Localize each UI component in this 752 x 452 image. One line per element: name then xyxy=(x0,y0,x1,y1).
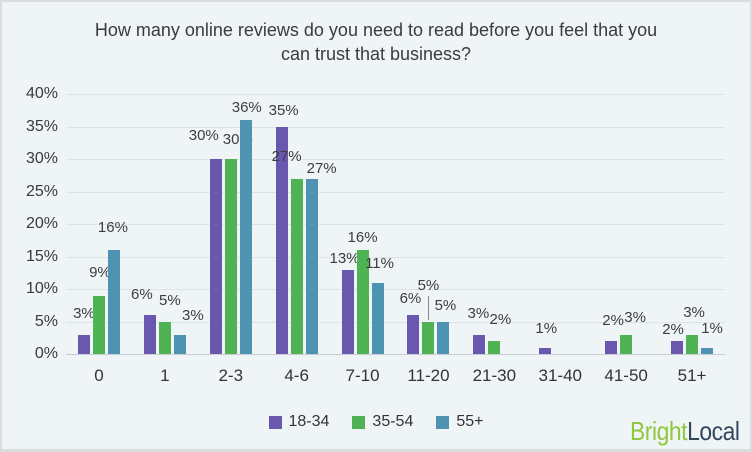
gridline xyxy=(66,256,725,258)
x-axis-category-label: 31-40 xyxy=(538,366,582,385)
bar xyxy=(407,315,420,354)
gridline xyxy=(66,321,725,323)
bar xyxy=(356,250,369,354)
bar xyxy=(686,334,699,354)
gridline xyxy=(66,159,725,160)
y-axis-tick-label: 40% xyxy=(25,85,58,102)
bar xyxy=(239,120,252,354)
bar-value-label: 2% xyxy=(602,312,624,329)
bar-value-label: 3% xyxy=(683,303,705,321)
bar-value-label: 27% xyxy=(271,147,302,165)
bar xyxy=(305,178,318,354)
bar-value-label: 2% xyxy=(662,321,684,338)
gridline xyxy=(66,191,725,193)
legend-item: 55+ xyxy=(436,413,483,431)
bar-value-label: 13% xyxy=(329,249,360,267)
legend: 18-34 35-54 55+ xyxy=(2,412,750,432)
legend-label: 55+ xyxy=(456,413,484,430)
bar-value-label: 1% xyxy=(535,319,558,337)
bar xyxy=(143,315,156,354)
bar xyxy=(173,334,186,354)
bar-value-label: 3% xyxy=(73,304,95,322)
gridline xyxy=(66,94,725,95)
logo-text-local: Local xyxy=(687,416,741,446)
chart-title: How many online reviews do you need to r… xyxy=(94,20,658,64)
bar xyxy=(671,341,684,354)
bar-value-label: 16% xyxy=(347,229,378,246)
x-axis-category-label: 4-6 xyxy=(284,366,309,385)
x-axis-category-label: 0 xyxy=(94,366,104,385)
gridline xyxy=(66,126,725,128)
bar xyxy=(620,334,633,354)
y-axis-tick-label: 5% xyxy=(34,312,58,330)
y-axis-tick-label: 0% xyxy=(34,345,58,362)
legend-swatch xyxy=(352,415,366,429)
bar xyxy=(701,347,714,354)
bar xyxy=(92,295,105,354)
bar-value-label: 3% xyxy=(182,306,204,324)
x-axis-line xyxy=(66,354,725,355)
y-axis-tick-label: 30% xyxy=(25,150,58,167)
bar-value-label: 27% xyxy=(306,159,337,177)
bar xyxy=(473,334,486,354)
bar-value-label: 6% xyxy=(399,290,422,307)
bar-value-label: 5% xyxy=(417,276,440,294)
label-leader-line xyxy=(428,295,430,320)
legend-label: 35-54 xyxy=(372,413,414,430)
bar-value-label: 1% xyxy=(701,319,723,337)
x-axis-category-label: 41-50 xyxy=(604,366,648,385)
x-axis-category-label: 1 xyxy=(160,366,170,385)
bar-value-label: 30% xyxy=(188,127,219,144)
y-axis-tick-label: 10% xyxy=(25,280,58,297)
legend-item: 35-54 xyxy=(352,413,413,431)
bar-value-label: 3% xyxy=(624,308,646,326)
bar xyxy=(488,341,501,354)
y-axis-tick-label: 15% xyxy=(25,247,58,265)
bar-value-label: 35% xyxy=(268,101,299,119)
x-axis-category-label: 7-10 xyxy=(345,366,380,385)
bar-value-label: 16% xyxy=(97,219,128,236)
bar xyxy=(341,269,354,354)
bar xyxy=(224,159,237,354)
bar xyxy=(371,282,384,354)
logo-text-bright: Bright xyxy=(630,416,688,446)
bar xyxy=(539,347,552,354)
gridline xyxy=(66,224,725,225)
bar xyxy=(158,321,171,354)
bar-value-label: 9% xyxy=(89,263,111,281)
x-axis-category-label: 2-3 xyxy=(218,366,244,385)
legend-label: 18-34 xyxy=(288,413,330,430)
legend-swatch xyxy=(436,415,450,429)
legend-swatch xyxy=(268,415,282,429)
bar xyxy=(422,321,435,354)
bar xyxy=(275,126,288,354)
y-axis-tick-label: 35% xyxy=(25,117,58,135)
bar-value-label: 5% xyxy=(159,291,181,309)
bar xyxy=(437,321,450,354)
gridline xyxy=(66,289,725,290)
bar xyxy=(209,159,222,354)
bar xyxy=(77,334,90,354)
y-axis-tick-label: 25% xyxy=(25,182,58,200)
x-axis-category-label: 21-30 xyxy=(472,366,517,385)
legend-item: 18-34 xyxy=(268,413,330,431)
y-axis-tick-label: 20% xyxy=(25,215,58,232)
bar-value-label: 36% xyxy=(231,99,262,116)
bar xyxy=(605,341,618,354)
bar xyxy=(290,178,303,354)
x-axis-category-label: 51+ xyxy=(677,366,707,385)
bar-value-label: 5% xyxy=(434,296,457,314)
bar-value-label: 2% xyxy=(489,311,512,328)
bar-value-label: 6% xyxy=(131,286,153,303)
brightlocal-logo: BrightLocal xyxy=(630,416,740,446)
x-axis-category-label: 11-20 xyxy=(407,366,450,385)
bar-value-label: 3% xyxy=(467,304,490,322)
bar xyxy=(107,250,120,354)
bar-value-label: 30% xyxy=(222,131,253,148)
bar-value-label: 11% xyxy=(365,254,394,272)
